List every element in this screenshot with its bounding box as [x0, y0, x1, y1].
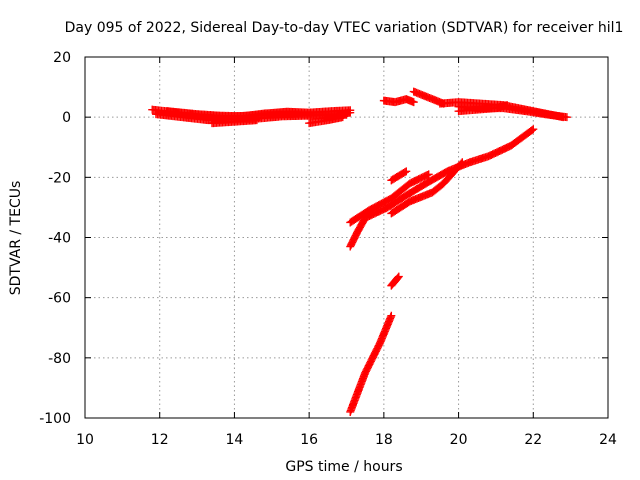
y-tick-label: 0	[62, 110, 71, 126]
data-point	[424, 170, 433, 179]
y-tick-label: -80	[48, 351, 71, 367]
data-point	[252, 116, 261, 125]
data-track	[305, 113, 347, 128]
data-point	[393, 273, 402, 282]
data-point	[457, 159, 466, 168]
data-track	[208, 116, 261, 128]
x-tick-label: 10	[76, 432, 94, 448]
y-tick-label: -40	[48, 231, 71, 247]
data-point	[338, 113, 347, 122]
x-tick-label: 22	[524, 432, 542, 448]
data-track	[346, 125, 538, 251]
x-tick-label: 16	[300, 432, 318, 448]
data-points	[148, 87, 571, 416]
data-track	[387, 158, 467, 218]
x-tick-label: 14	[226, 432, 244, 448]
data-track	[163, 106, 355, 121]
chart-title: Day 095 of 2022, Sidereal Day-to-day VTE…	[65, 20, 624, 36]
y-tick-label: -100	[39, 411, 71, 427]
data-point	[409, 98, 418, 107]
data-point	[503, 101, 512, 110]
data-point	[458, 158, 467, 167]
data-point	[387, 311, 396, 320]
y-tick-label: 20	[53, 50, 71, 66]
data-track	[346, 311, 396, 416]
data-point	[562, 113, 571, 122]
data-point	[400, 168, 409, 177]
data-track	[387, 167, 411, 185]
x-tick-label: 20	[450, 432, 468, 448]
data-point	[402, 167, 411, 176]
data-track	[454, 101, 512, 116]
y-tick-label: -20	[48, 170, 71, 186]
x-tick-label: 12	[151, 432, 169, 448]
data-point	[346, 106, 355, 115]
data-track	[409, 87, 448, 108]
x-tick-label: 24	[599, 432, 617, 448]
data-point	[528, 126, 537, 135]
x-axis-label: GPS time / hours	[285, 459, 402, 475]
y-axis-label: SDTVAR / TECUs	[8, 181, 24, 296]
data-point	[394, 272, 403, 281]
x-tick-label: 18	[375, 432, 393, 448]
axis-ticks: 10 12 14 16 18 20 22 24 -100 -80 -60 -40 -20 0 20	[39, 50, 617, 448]
y-tick-label: -60	[48, 291, 71, 307]
data-point	[529, 125, 538, 134]
data-track	[387, 272, 403, 290]
data-track	[379, 95, 418, 107]
